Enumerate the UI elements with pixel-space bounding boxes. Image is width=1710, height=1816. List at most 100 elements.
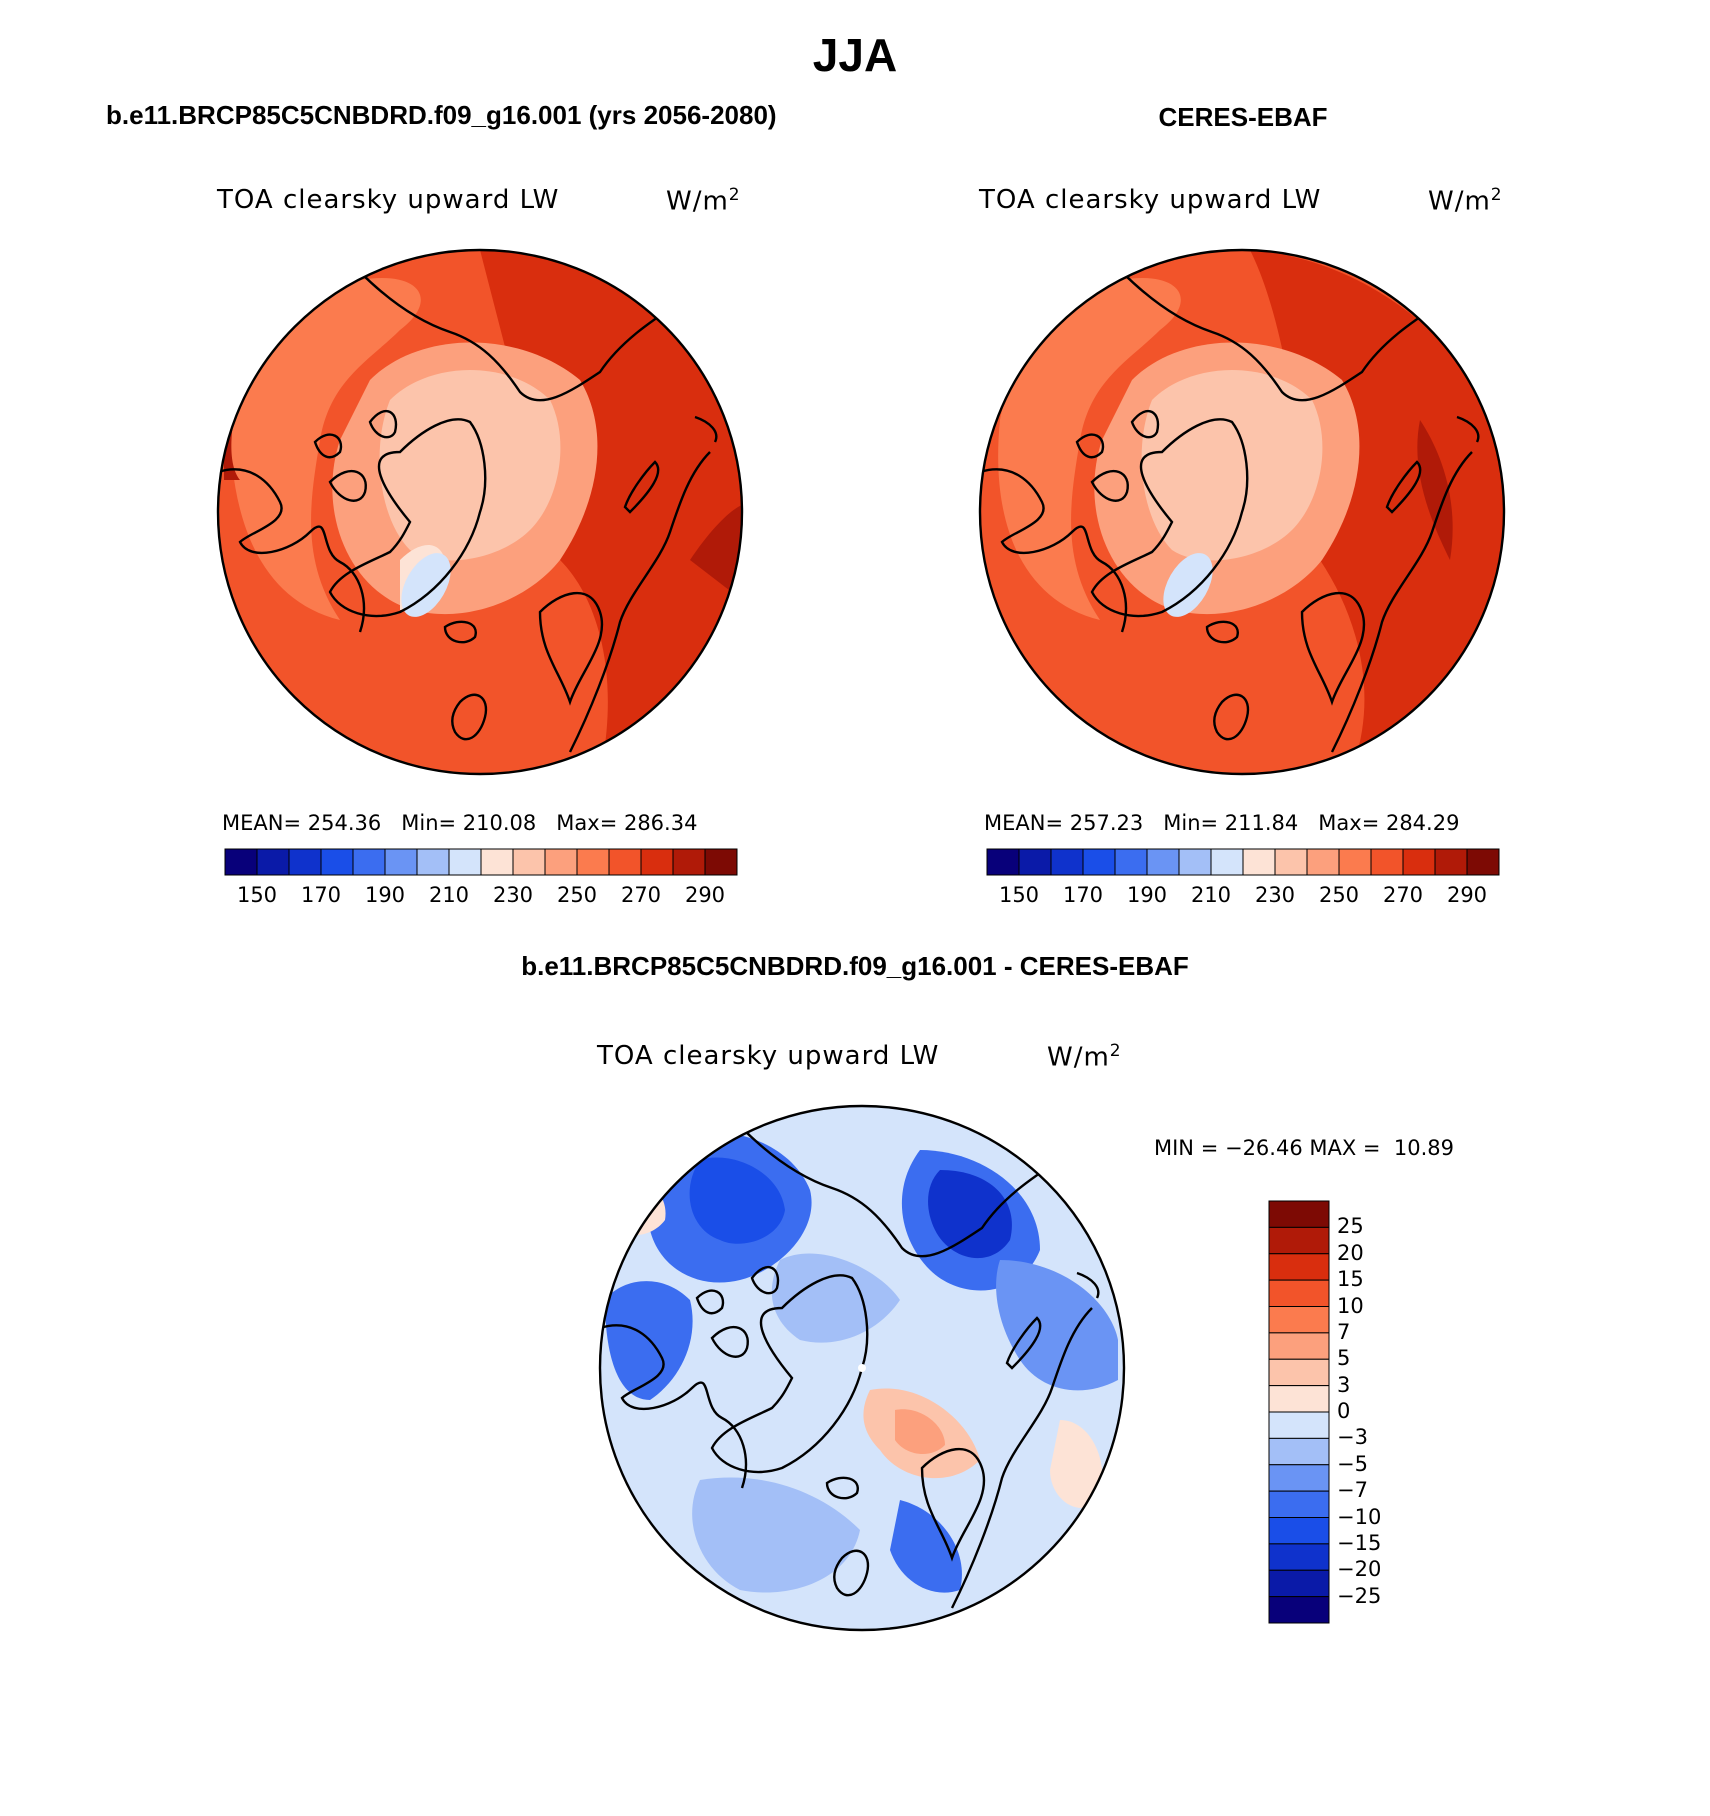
panel1-colorbar-box-2 <box>288 848 322 876</box>
panel2-colorbar-tick-label: 170 <box>1062 883 1104 907</box>
panel3-stats: MIN = −26.46 MAX = 10.89 <box>1154 1136 1454 1160</box>
panel1-colorbar-box-4 <box>352 848 386 876</box>
panel2-colorbar-tick-label: 210 <box>1190 883 1232 907</box>
panel3-units: W/m2 <box>1047 1041 1122 1073</box>
panel3-colorbar-tick-label: 15 <box>1337 1267 1364 1292</box>
panel1-colorbar-box-0 <box>224 848 258 876</box>
panel3-colorbar-box-6 <box>1268 1358 1330 1387</box>
panel2-stats: MEAN= 257.23 Min= 211.84 Max= 284.29 <box>984 811 1460 835</box>
panel3-colorbar-box-5 <box>1268 1332 1330 1360</box>
panel2-colorbar-box-10 <box>1306 848 1340 876</box>
panel2-colorbar-box-12 <box>1370 848 1404 876</box>
panel2-colorbar-tick-label: 290 <box>1446 883 1488 907</box>
panel2-units: W/m2 <box>1428 185 1503 217</box>
panel2-colorbar-box-11 <box>1338 848 1372 876</box>
panel1-colorbar-tick-label: 170 <box>300 883 342 907</box>
panel2-colorbar-box-9 <box>1274 848 1308 876</box>
panel2-colorbar-tick-label: 250 <box>1318 883 1360 907</box>
panel1-case-title: b.e11.BRCP85C5CNBDRD.f09_g16.001 (yrs 20… <box>106 100 777 130</box>
panel2-colorbar-box-8 <box>1242 848 1276 876</box>
panel3-colorbar-tick-label: 5 <box>1337 1346 1351 1371</box>
panel1-colorbar-box-13 <box>640 848 674 876</box>
panel2-colorbar-box-5 <box>1146 848 1180 876</box>
panel3-colorbar-box-2 <box>1268 1253 1330 1281</box>
panel3-colorbar-tick-label: −7 <box>1337 1478 1368 1503</box>
panel3-colorbar-tick-label: −25 <box>1337 1583 1382 1608</box>
panel1-colorbar-tick-label: 190 <box>364 883 406 907</box>
panel1-colorbar-tick-label: 150 <box>236 883 278 907</box>
panel1-map <box>216 248 744 776</box>
panel1-colorbar-box-15 <box>704 848 738 876</box>
panel3-colorbar-box-10 <box>1268 1464 1330 1492</box>
panel3-case-title: b.e11.BRCP85C5CNBDRD.f09_g16.001 - CERES… <box>521 951 1189 981</box>
panel3-colorbar-box-13 <box>1268 1543 1330 1571</box>
panel1-variable: TOA clearsky upward LW <box>217 185 560 215</box>
panel3-colorbar-tick-label: 20 <box>1337 1240 1364 1265</box>
panel1-colorbar-box-10 <box>544 848 578 876</box>
panel1-colorbar-box-14 <box>672 848 706 876</box>
panel1-colorbar-box-6 <box>416 848 450 876</box>
panel2-case-title: CERES-EBAF <box>1158 102 1328 132</box>
panel2-colorbar-tick-label: 190 <box>1126 883 1168 907</box>
panel3-colorbar-box-12 <box>1268 1517 1330 1545</box>
panel2-colorbar-box-0 <box>986 848 1020 876</box>
figure-title: JJA <box>812 29 898 81</box>
panel3-units-exp: 2 <box>1109 1041 1122 1061</box>
panel3-colorbar-box-3 <box>1268 1279 1330 1307</box>
panel2-map <box>978 248 1506 776</box>
panel3-colorbar-box-15 <box>1268 1596 1330 1624</box>
panel3-colorbar-tick-label: −5 <box>1337 1451 1368 1476</box>
panel2-colorbar-box-7 <box>1210 848 1244 876</box>
panel1-units-exp: 2 <box>728 185 741 205</box>
panel3-colorbar-tick-label: 0 <box>1337 1399 1351 1423</box>
panel3-colorbar-tick-label: 7 <box>1337 1319 1351 1344</box>
panel1-colorbar-box-11 <box>576 848 610 876</box>
panel1-colorbar-box-8 <box>480 848 514 876</box>
panel1-colorbar-box-5 <box>384 848 418 876</box>
panel1-units: W/m2 <box>666 185 741 217</box>
panel2-colorbar-box-4 <box>1114 848 1148 876</box>
panel2-colorbar-box-13 <box>1402 848 1436 876</box>
panel3-colorbar-box-4 <box>1268 1306 1330 1334</box>
panel3-colorbar-tick-label: 3 <box>1337 1372 1351 1397</box>
panel3-colorbar-tick-label: −3 <box>1337 1425 1368 1450</box>
panel3-colorbar-tick-label: 10 <box>1337 1293 1364 1318</box>
panel2-colorbar-tick-label: 150 <box>998 883 1040 907</box>
panel2-colorbar <box>986 848 1500 876</box>
panel3-colorbar-box-1 <box>1268 1226 1330 1255</box>
panel3-colorbar-box-8 <box>1268 1411 1330 1439</box>
panel1-colorbar-tick-label: 250 <box>556 883 598 907</box>
panel3-colorbar-box-0 <box>1268 1200 1330 1228</box>
panel3-colorbar-tick-label: 25 <box>1337 1214 1364 1239</box>
panel3-variable: TOA clearsky upward LW <box>597 1041 940 1071</box>
panel2-variable: TOA clearsky upward LW <box>979 185 1322 215</box>
panel1-colorbar-box-7 <box>448 848 482 876</box>
panel1-colorbar-box-12 <box>608 848 642 876</box>
panel2-colorbar-box-3 <box>1082 848 1116 876</box>
panel3-map <box>598 1104 1126 1632</box>
panel2-colorbar-tick-label: 230 <box>1254 883 1296 907</box>
panel3-colorbar-box-7 <box>1268 1385 1330 1413</box>
panel3-colorbar <box>1268 1200 1330 1624</box>
panel3-colorbar-box-14 <box>1268 1569 1330 1598</box>
panel2-units-base: W/m <box>1428 186 1491 217</box>
panel1-colorbar-tick-label: 270 <box>620 883 662 907</box>
panel1-colorbar-tick-label: 210 <box>428 883 470 907</box>
panel2-colorbar-box-14 <box>1434 848 1468 876</box>
panel1-units-base: W/m <box>666 186 729 217</box>
panel2-colorbar-tick-label: 270 <box>1382 883 1424 907</box>
panel3-colorbar-tick-label: −15 <box>1337 1530 1382 1555</box>
panel3-units-base: W/m <box>1047 1042 1110 1073</box>
panel1-colorbar <box>224 848 738 876</box>
panel2-colorbar-box-1 <box>1018 848 1052 876</box>
panel2-colorbar-box-15 <box>1466 848 1500 876</box>
panel3-colorbar-tick-label: −10 <box>1337 1504 1382 1529</box>
panel2-units-exp: 2 <box>1490 185 1503 205</box>
panel1-colorbar-box-9 <box>512 848 546 876</box>
panel3-colorbar-box-9 <box>1268 1437 1330 1466</box>
panel1-stats: MEAN= 254.36 Min= 210.08 Max= 286.34 <box>222 811 698 835</box>
panel3-colorbar-tick-label: −20 <box>1337 1557 1382 1582</box>
panel1-colorbar-box-1 <box>256 848 290 876</box>
panel2-colorbar-box-6 <box>1178 848 1212 876</box>
panel2-colorbar-box-2 <box>1050 848 1084 876</box>
